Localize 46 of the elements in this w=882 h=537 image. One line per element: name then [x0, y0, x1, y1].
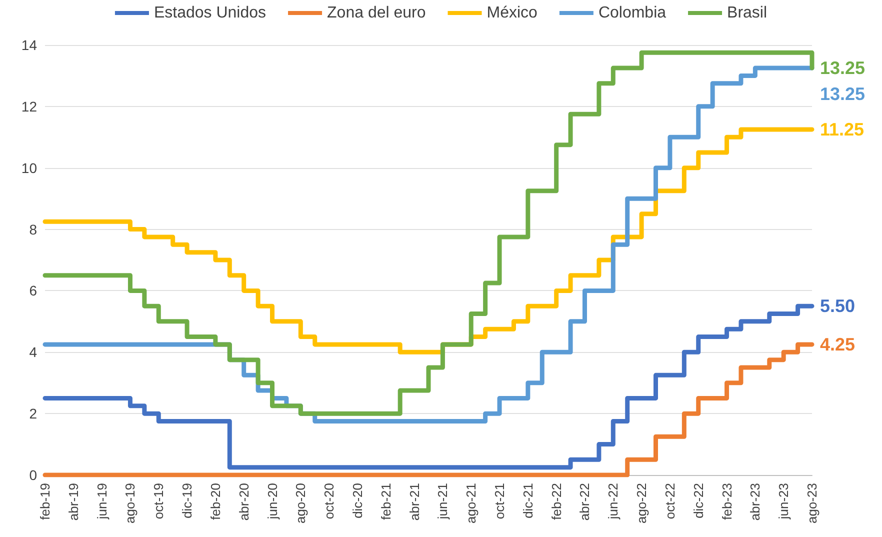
- y-tick-label: 2: [29, 406, 38, 422]
- x-tick-label: ago-22: [634, 483, 650, 524]
- legend-label: Colombia: [598, 4, 666, 22]
- x-tick-label: feb-22: [548, 483, 564, 520]
- legend-label: Zona del euro: [327, 4, 426, 22]
- x-tick-label: feb-19: [38, 483, 52, 520]
- y-tick-label: 0: [29, 467, 38, 483]
- y-tick-label: 4: [29, 344, 38, 360]
- x-tick-label: feb-23: [719, 483, 734, 520]
- x-tick-label: feb-20: [208, 483, 223, 520]
- y-tick-label: 10: [21, 160, 38, 176]
- legend-label: Brasil: [727, 4, 768, 22]
- y-tick-label: 14: [21, 37, 38, 53]
- data-label: 13.25: [820, 84, 866, 104]
- y-tick-label: 12: [21, 98, 38, 114]
- legend-label: Estados Unidos: [154, 4, 266, 22]
- x-tick-label: abr-22: [577, 483, 592, 521]
- y-tick-label: 8: [29, 221, 38, 238]
- x-tick-label: oct-19: [151, 483, 166, 520]
- y-tick-label: 6: [29, 282, 38, 299]
- x-tick-label: abr-23: [748, 483, 763, 521]
- x-tick-label: ago-21: [464, 483, 479, 524]
- x-tick-label: oct-20: [322, 483, 337, 520]
- x-tick-label: dic-19: [180, 483, 195, 518]
- x-tick-label: abr-21: [406, 483, 422, 521]
- x-tick-label: oct-22: [662, 483, 678, 520]
- x-tick-label: dic-20: [350, 483, 365, 518]
- x-tick-label: oct-21: [492, 483, 508, 520]
- x-tick-label: dic-21: [520, 483, 536, 518]
- data-label: 13.25: [820, 58, 866, 78]
- x-tick-label: jun-19: [94, 483, 110, 520]
- x-tick-label: jun-20: [264, 483, 280, 520]
- x-tick-label: dic-22: [690, 483, 706, 518]
- x-tick-label: abr-20: [236, 483, 252, 521]
- x-tick-label: jun-23: [776, 483, 792, 520]
- data-label: 5.50: [820, 296, 856, 316]
- data-label: 11.25: [820, 119, 864, 140]
- data-label: 4.25: [820, 334, 856, 354]
- legend-label: México: [486, 4, 538, 22]
- x-tick-label: ago-20: [293, 483, 308, 524]
- x-tick-label: jun-21: [435, 483, 450, 520]
- x-tick-label: feb-21: [378, 483, 394, 520]
- x-tick-label: ago-19: [122, 483, 138, 524]
- x-tick-label: jun-22: [606, 483, 621, 520]
- x-tick-label: abr-19: [66, 483, 81, 521]
- x-tick-label: ago-23: [804, 483, 820, 524]
